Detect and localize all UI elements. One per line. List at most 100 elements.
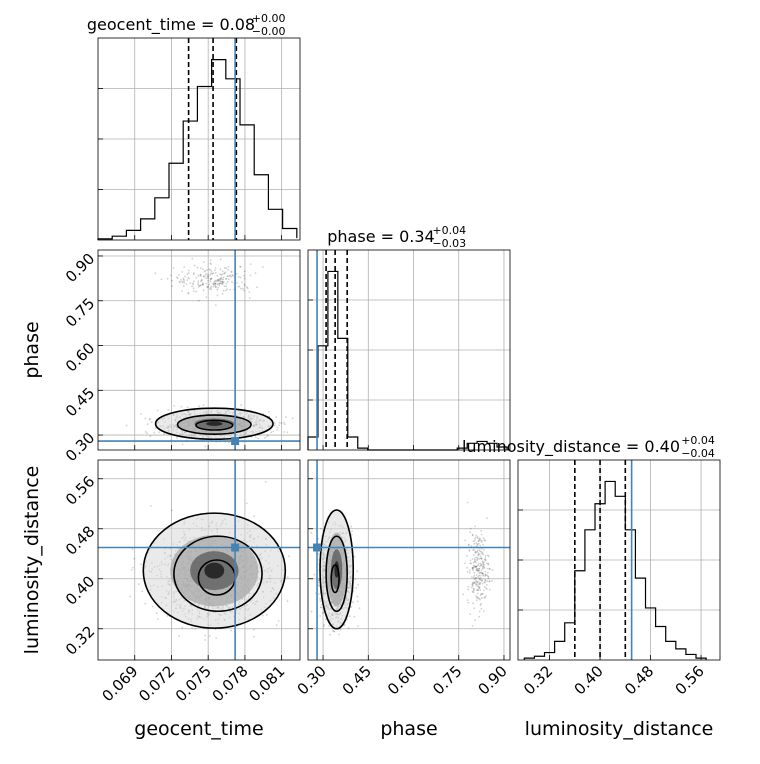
sample-point	[348, 615, 351, 617]
sample-point	[469, 569, 471, 572]
sample-point	[484, 587, 487, 589]
sample-point	[187, 291, 190, 294]
density-fill	[204, 562, 225, 579]
sample-point	[477, 552, 480, 554]
histogram-steps-luminosity_distance	[523, 480, 707, 660]
sample-point	[481, 572, 483, 575]
sample-point	[243, 284, 246, 287]
sample-point	[471, 576, 473, 578]
sample-point	[230, 629, 232, 632]
histogram-steps-geocent_time	[97, 59, 298, 240]
sample-point	[222, 278, 225, 281]
sample-point	[231, 281, 234, 284]
sample-point	[220, 274, 223, 276]
sample-point	[480, 539, 483, 542]
sample-point	[204, 639, 207, 641]
sample-point	[225, 267, 228, 270]
sample-point	[243, 283, 246, 286]
sample-point	[477, 540, 480, 543]
panel-frame	[517, 459, 721, 661]
sample-point	[242, 289, 245, 292]
sample-point	[472, 567, 474, 569]
sample-point	[207, 279, 210, 282]
histogram-steps-phase	[307, 270, 508, 451]
sample-point	[355, 586, 358, 589]
sample-point	[479, 571, 482, 574]
sample-point	[477, 574, 480, 577]
sample-point	[214, 282, 216, 285]
sample-point	[286, 576, 289, 579]
sample-point	[193, 264, 196, 267]
sample-point	[471, 567, 474, 570]
sample-point	[249, 274, 252, 277]
sample-point	[220, 282, 223, 285]
sample-point	[476, 567, 479, 570]
sample-point	[235, 272, 238, 275]
sample-point	[481, 592, 484, 595]
y-tick-label-luminosity_distance: 0.32	[62, 622, 98, 658]
sample-point	[211, 272, 214, 275]
sample-point	[214, 284, 217, 287]
sample-point	[277, 620, 280, 622]
sample-point	[156, 409, 159, 412]
sample-point	[478, 549, 481, 552]
sample-point	[474, 525, 476, 528]
sample-point	[483, 596, 486, 599]
sample-point	[328, 625, 330, 627]
sample-point	[199, 280, 202, 283]
sample-point	[166, 615, 169, 617]
sample-point	[472, 569, 474, 572]
sample-point	[479, 539, 481, 542]
sample-point	[310, 531, 312, 534]
sample-point	[478, 553, 481, 556]
sample-point	[484, 579, 486, 581]
sample-point	[219, 277, 222, 280]
sample-point	[156, 618, 159, 620]
sample-point	[322, 611, 325, 614]
sample-point	[214, 272, 217, 274]
sample-point	[487, 563, 490, 566]
y-tick-label-phase: 0.75	[62, 294, 98, 330]
sample-point	[267, 434, 269, 436]
sample-point	[478, 567, 481, 570]
sample-point	[468, 550, 471, 552]
sample-point	[476, 569, 478, 571]
sample-point	[192, 272, 195, 274]
sample-point	[239, 265, 241, 268]
sample-point	[476, 544, 479, 547]
y-tick-label-phase: 0.30	[62, 429, 98, 465]
y-axis-label-luminosity_distance: luminosity_distance	[21, 466, 43, 655]
sample-point	[481, 567, 484, 570]
sample-point	[253, 628, 255, 631]
sample-point	[487, 562, 490, 565]
sample-point	[475, 536, 477, 539]
sample-point	[467, 601, 470, 604]
sample-point	[144, 602, 147, 605]
sample-point	[209, 269, 212, 271]
sample-point	[473, 576, 475, 579]
sample-point	[199, 273, 202, 276]
sample-point	[471, 534, 474, 537]
sample-point	[219, 281, 222, 284]
sample-point	[201, 283, 204, 286]
sample-point	[472, 588, 475, 590]
sample-point	[212, 283, 215, 286]
sample-point	[275, 624, 278, 626]
sample-point	[475, 567, 478, 570]
sample-point	[198, 284, 201, 287]
sample-point	[488, 580, 491, 583]
sample-point	[479, 550, 482, 553]
sample-point	[475, 542, 478, 544]
sample-point	[477, 583, 480, 586]
sample-point	[470, 545, 473, 547]
x-tick-label-luminosity_distance: 0.48	[621, 662, 657, 698]
sample-point	[473, 566, 476, 569]
sample-point	[129, 595, 132, 598]
sample-point	[176, 436, 178, 439]
sample-point	[202, 261, 205, 263]
sample-point	[210, 277, 213, 280]
sample-point	[243, 274, 246, 277]
sample-point	[473, 582, 476, 585]
sample-point	[476, 599, 478, 602]
sample-point	[475, 583, 477, 586]
